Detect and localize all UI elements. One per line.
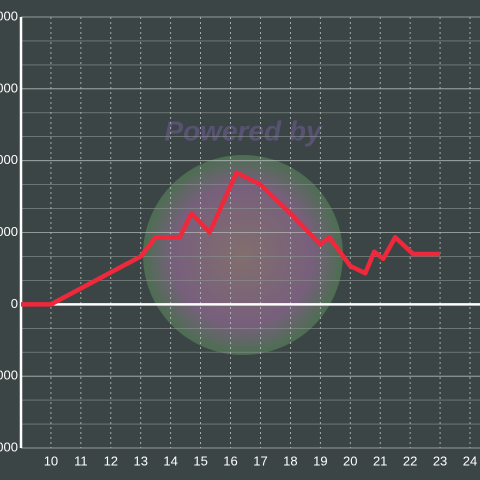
y-tick-label: 0 — [11, 296, 18, 311]
x-tick-label: 22 — [403, 453, 417, 468]
y-tick-label: 6,000 — [0, 152, 18, 167]
x-tick-label: 24 — [463, 453, 477, 468]
x-tick-label: 15 — [193, 453, 207, 468]
watermark-text: Powered by — [164, 115, 323, 146]
y-tick-label: -6,000 — [0, 439, 18, 454]
watermark-image — [143, 155, 343, 355]
y-tick-label: 9,000 — [0, 80, 18, 95]
x-tick-label: 23 — [433, 453, 447, 468]
y-tick-label: -3,000 — [0, 368, 18, 383]
y-tick-label: 12,000 — [0, 8, 18, 23]
x-tick-label: 16 — [223, 453, 237, 468]
y-tick-label: 3,000 — [0, 224, 18, 239]
x-tick-label: 21 — [373, 453, 387, 468]
x-tick-label: 11 — [74, 453, 88, 468]
x-tick-label: 14 — [163, 453, 177, 468]
x-tick-label: 20 — [343, 453, 357, 468]
x-tick-label: 19 — [313, 453, 327, 468]
x-tick-label: 13 — [133, 453, 147, 468]
x-tick-label: 12 — [104, 453, 118, 468]
x-tick-label: 10 — [44, 453, 58, 468]
x-tick-label: 18 — [283, 453, 297, 468]
data-line — [21, 170, 441, 307]
x-tick-label: 17 — [253, 453, 267, 468]
